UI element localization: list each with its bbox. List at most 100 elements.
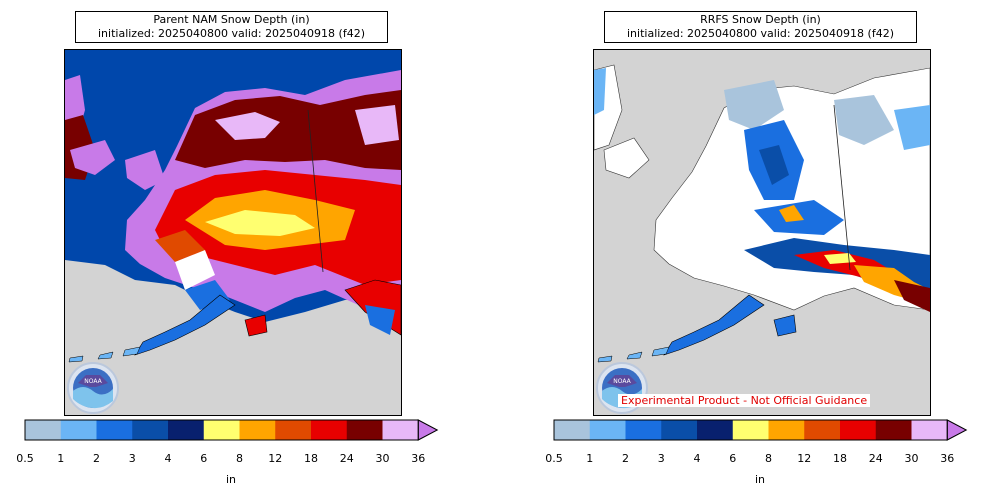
colorbar-tick-label: 1 bbox=[57, 452, 65, 465]
colorbar-segment bbox=[275, 420, 312, 440]
colorbar-segment bbox=[589, 420, 626, 440]
colorbar-tick-label: 18 bbox=[304, 452, 318, 465]
colorbar-tick-label: 6 bbox=[729, 452, 737, 465]
rrfs-aleutian-1 bbox=[651, 346, 670, 357]
colorbar-extend-arrow bbox=[946, 419, 968, 441]
colorbar-tick-label: 1 bbox=[586, 452, 594, 465]
nam-snow-lavender-2 bbox=[355, 105, 399, 145]
colorbar-segment bbox=[311, 420, 348, 440]
rrfs-colorbar-svg bbox=[553, 419, 968, 441]
rrfs-aleutian-3 bbox=[597, 355, 613, 363]
rrfs-yukon-blue bbox=[894, 105, 930, 150]
rrfs-central-darkblue bbox=[759, 145, 789, 185]
rrfs-se-darkred bbox=[894, 280, 930, 312]
colorbar-segment bbox=[732, 420, 769, 440]
nam-coastal-purple bbox=[125, 150, 165, 190]
nam-snow-darkred bbox=[175, 90, 401, 170]
colorbar-segment bbox=[346, 420, 383, 440]
colorbar-tick-label: 4 bbox=[164, 452, 172, 465]
rrfs-peninsula bbox=[663, 294, 765, 356]
colorbar-segment bbox=[239, 420, 276, 440]
rrfs-coastal-yellow bbox=[824, 253, 856, 264]
rrfs-map bbox=[593, 49, 931, 416]
rrfs-western bbox=[603, 137, 650, 179]
rrfs-range-orange bbox=[779, 205, 804, 222]
rrfs-aleutian-2 bbox=[626, 351, 643, 360]
nam-western-purple bbox=[70, 140, 115, 175]
colorbar-segment bbox=[804, 420, 841, 440]
colorbar-segment bbox=[132, 420, 169, 440]
nam-colorbar-unit: in bbox=[225, 473, 237, 486]
colorbar-segment bbox=[96, 420, 133, 440]
colorbar-tick-label: 0.5 bbox=[16, 452, 34, 465]
rrfs-kodiak bbox=[773, 314, 797, 337]
colorbar-outline bbox=[553, 419, 948, 441]
colorbar-tick-label: 36 bbox=[411, 452, 426, 465]
colorbar-segment bbox=[697, 420, 734, 440]
rrfs-title-line2: initialized: 2025040800 valid: 202504091… bbox=[627, 27, 894, 40]
rrfs-title-line1: RRFS Snow Depth (in) bbox=[700, 13, 821, 26]
colorbar-tick-label: 36 bbox=[940, 452, 955, 465]
colorbar-outline bbox=[24, 419, 419, 441]
rrfs-northeast-lightblue bbox=[834, 95, 894, 145]
colorbar-tick-label: 12 bbox=[268, 452, 283, 465]
rrfs-north-lightblue bbox=[724, 80, 784, 130]
nam-colorbar-svg bbox=[24, 419, 439, 441]
nam-map bbox=[64, 49, 402, 416]
nam-snow-orange-west bbox=[155, 230, 205, 262]
colorbar-tick-label: 12 bbox=[797, 452, 812, 465]
nam-snow-yellow bbox=[205, 210, 315, 236]
colorbar-tick-label: 2 bbox=[622, 452, 629, 465]
colorbar-segment bbox=[911, 420, 948, 440]
colorbar-extend-arrow bbox=[417, 419, 439, 441]
colorbar-segment bbox=[60, 420, 97, 440]
rrfs-map-canvas bbox=[594, 50, 930, 415]
colorbar-tick-label: 24 bbox=[339, 452, 354, 465]
nam-southeast-blue bbox=[365, 305, 395, 335]
nam-kodiak bbox=[244, 314, 268, 337]
nam-title-line2: initialized: 2025040800 valid: 202504091… bbox=[98, 27, 365, 40]
colorbar-segment bbox=[25, 420, 62, 440]
nam-white-patch bbox=[175, 250, 215, 290]
nam-panel-title: Parent NAM Snow Depth (in) initialized: … bbox=[75, 11, 388, 43]
colorbar-tick-label: 24 bbox=[868, 452, 883, 465]
nam-border bbox=[307, 109, 324, 273]
rrfs-colorbar: 0.5 1 2 3 4 6 8 12 18 24 30 36 in bbox=[545, 419, 969, 489]
rrfs-border bbox=[833, 104, 851, 271]
noaa-logo-right-text: NOAA bbox=[613, 378, 631, 385]
rrfs-panel-title: RRFS Snow Depth (in) initialized: 202504… bbox=[604, 11, 917, 43]
noaa-logo-left: NOAA bbox=[67, 362, 119, 414]
colorbar-segment bbox=[661, 420, 698, 440]
nam-peninsula bbox=[134, 294, 236, 356]
nam-colorbar: 0.5 1 2 3 4 6 8 12 18 24 30 36 in bbox=[16, 419, 440, 489]
rrfs-seward-blue bbox=[594, 68, 606, 115]
colorbar-segment bbox=[203, 420, 240, 440]
nam-title-line1: Parent NAM Snow Depth (in) bbox=[153, 13, 310, 26]
colorbar-segment bbox=[768, 420, 805, 440]
colorbar-tick-label: 6 bbox=[200, 452, 208, 465]
colorbar-tick-label: 4 bbox=[693, 452, 701, 465]
rrfs-colorbar-unit: in bbox=[754, 473, 766, 486]
nam-south-background bbox=[65, 260, 401, 415]
colorbar-tick-label: 18 bbox=[833, 452, 847, 465]
colorbar-segment bbox=[840, 420, 877, 440]
nam-map-canvas bbox=[65, 50, 401, 415]
nam-snow-lavender-1 bbox=[215, 112, 280, 140]
colorbar-segment bbox=[168, 420, 205, 440]
colorbar-tick-label: 2 bbox=[93, 452, 100, 465]
colorbar-tick-label: 0.5 bbox=[545, 452, 563, 465]
colorbar-tick-label: 8 bbox=[765, 452, 772, 465]
colorbar-segment bbox=[382, 420, 419, 440]
nam-aleutian-2 bbox=[97, 351, 114, 360]
colorbar-tick-label: 30 bbox=[904, 452, 919, 465]
noaa-logo-left-text: NOAA bbox=[84, 378, 102, 385]
colorbar-segment bbox=[875, 420, 912, 440]
nam-aleutian-3 bbox=[68, 355, 84, 363]
colorbar-segment bbox=[625, 420, 662, 440]
experimental-disclaimer: Experimental Product - Not Official Guid… bbox=[618, 394, 871, 407]
colorbar-tick-label: 3 bbox=[128, 452, 136, 465]
colorbar-tick-label: 8 bbox=[236, 452, 243, 465]
nam-aleutian-1 bbox=[122, 346, 141, 357]
colorbar-segment bbox=[554, 420, 591, 440]
colorbar-tick-label: 30 bbox=[375, 452, 390, 465]
